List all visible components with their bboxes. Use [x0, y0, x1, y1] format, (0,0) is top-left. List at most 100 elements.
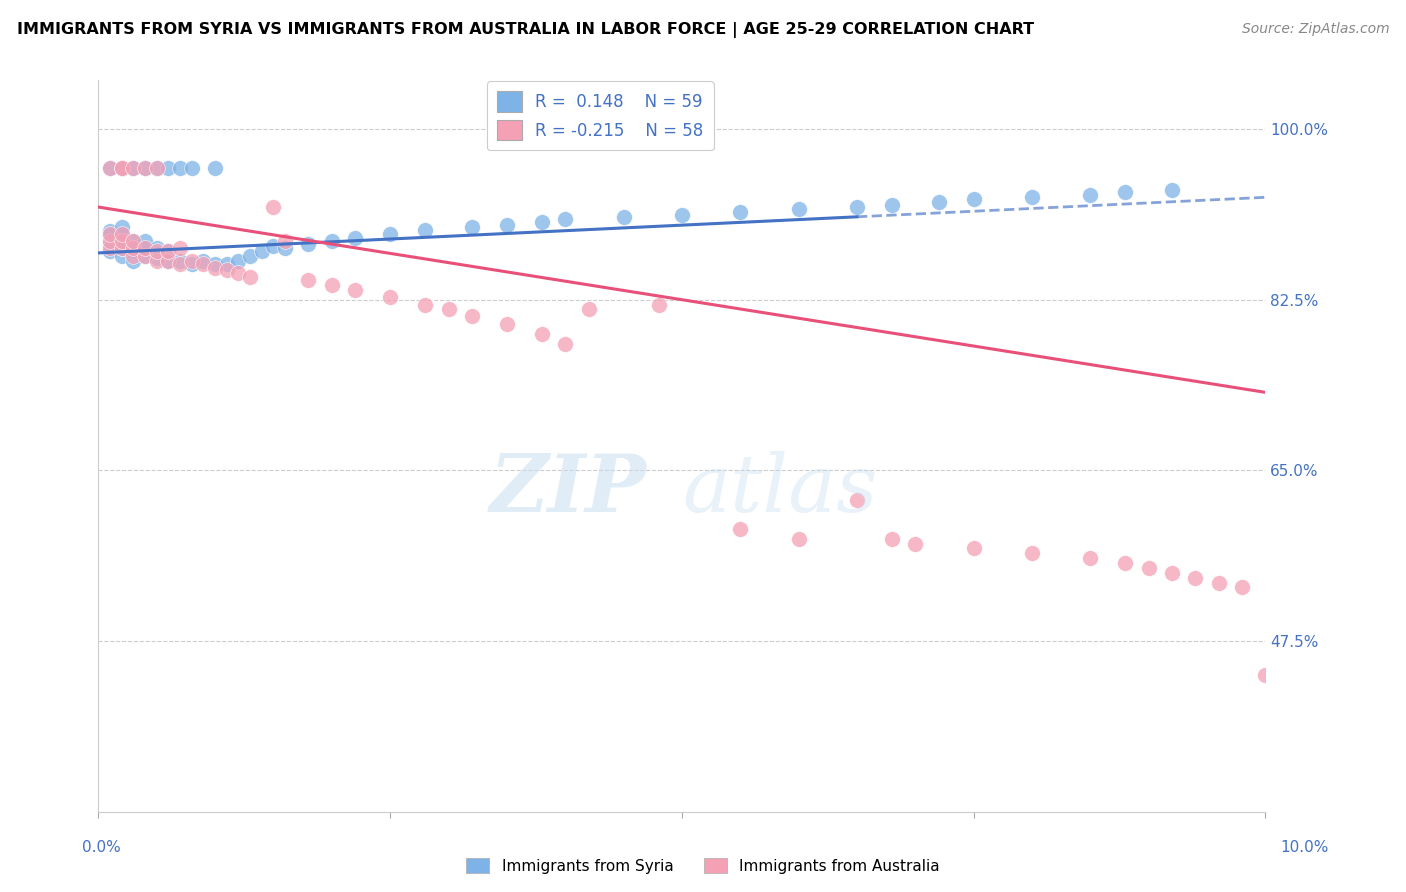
- Point: [380, 227, 402, 242]
- Point: [344, 283, 367, 297]
- Point: [98, 227, 121, 242]
- Point: [169, 161, 191, 175]
- Point: [904, 536, 927, 550]
- Point: [344, 231, 367, 245]
- Point: [204, 260, 226, 275]
- Point: [413, 297, 436, 311]
- Point: [1080, 551, 1102, 566]
- Point: [169, 241, 191, 255]
- Point: [787, 532, 810, 546]
- Point: [671, 208, 693, 222]
- Point: [962, 541, 984, 556]
- Point: [180, 161, 202, 175]
- Point: [578, 302, 600, 317]
- Point: [1021, 546, 1043, 560]
- Point: [193, 253, 215, 268]
- Point: [1114, 556, 1136, 570]
- Point: [98, 237, 121, 252]
- Point: [134, 161, 156, 175]
- Point: [98, 241, 121, 255]
- Point: [730, 522, 752, 536]
- Point: [461, 310, 484, 324]
- Point: [846, 200, 869, 214]
- Point: [321, 278, 343, 293]
- Point: [228, 266, 250, 280]
- Point: [134, 234, 156, 248]
- Point: [530, 215, 553, 229]
- Point: [122, 161, 145, 175]
- Point: [98, 224, 121, 238]
- Point: [297, 237, 319, 252]
- Text: 10.0%: 10.0%: [1281, 840, 1329, 855]
- Point: [554, 211, 576, 226]
- Point: [146, 161, 169, 175]
- Point: [647, 297, 669, 311]
- Point: [157, 244, 180, 258]
- Point: [1161, 566, 1184, 580]
- Point: [146, 253, 169, 268]
- Point: [496, 218, 519, 232]
- Point: [1230, 581, 1253, 595]
- Point: [413, 223, 436, 237]
- Point: [297, 273, 319, 287]
- Point: [111, 219, 134, 234]
- Point: [1137, 561, 1160, 575]
- Point: [274, 241, 297, 255]
- Point: [321, 234, 343, 248]
- Point: [169, 253, 191, 268]
- Point: [228, 253, 250, 268]
- Point: [554, 336, 576, 351]
- Point: [239, 270, 262, 285]
- Point: [157, 244, 180, 258]
- Point: [157, 253, 180, 268]
- Point: [274, 234, 297, 248]
- Point: [180, 253, 202, 268]
- Point: [1208, 575, 1230, 590]
- Legend: Immigrants from Syria, Immigrants from Australia: Immigrants from Syria, Immigrants from A…: [460, 852, 946, 880]
- Point: [496, 317, 519, 331]
- Point: [239, 249, 262, 263]
- Point: [846, 492, 869, 507]
- Point: [111, 241, 134, 255]
- Point: [157, 253, 180, 268]
- Point: [111, 249, 134, 263]
- Point: [134, 241, 156, 255]
- Point: [111, 161, 134, 175]
- Point: [111, 227, 134, 242]
- Point: [215, 257, 238, 271]
- Point: [146, 241, 169, 255]
- Text: 0.0%: 0.0%: [82, 840, 121, 855]
- Point: [204, 161, 226, 175]
- Point: [250, 244, 273, 258]
- Point: [146, 251, 169, 265]
- Point: [146, 161, 169, 175]
- Point: [787, 202, 810, 216]
- Point: [122, 253, 145, 268]
- Point: [98, 161, 121, 175]
- Point: [122, 244, 145, 258]
- Point: [880, 532, 903, 546]
- Text: ZIP: ZIP: [491, 451, 647, 529]
- Point: [134, 241, 156, 255]
- Point: [1021, 190, 1043, 204]
- Point: [1184, 571, 1206, 585]
- Point: [530, 326, 553, 341]
- Text: IMMIGRANTS FROM SYRIA VS IMMIGRANTS FROM AUSTRALIA IN LABOR FORCE | AGE 25-29 CO: IMMIGRANTS FROM SYRIA VS IMMIGRANTS FROM…: [17, 22, 1033, 38]
- Point: [380, 290, 402, 304]
- Point: [122, 234, 145, 248]
- Legend: R =  0.148    N = 59, R = -0.215    N = 58: R = 0.148 N = 59, R = -0.215 N = 58: [486, 81, 713, 150]
- Point: [98, 234, 121, 248]
- Point: [730, 205, 752, 219]
- Point: [461, 219, 484, 234]
- Point: [111, 241, 134, 255]
- Point: [215, 263, 238, 277]
- Point: [122, 249, 145, 263]
- Point: [437, 302, 460, 317]
- Point: [204, 257, 226, 271]
- Point: [122, 241, 145, 255]
- Point: [193, 257, 215, 271]
- Point: [98, 244, 121, 258]
- Point: [880, 198, 903, 212]
- Text: Source: ZipAtlas.com: Source: ZipAtlas.com: [1241, 22, 1389, 37]
- Point: [111, 234, 134, 248]
